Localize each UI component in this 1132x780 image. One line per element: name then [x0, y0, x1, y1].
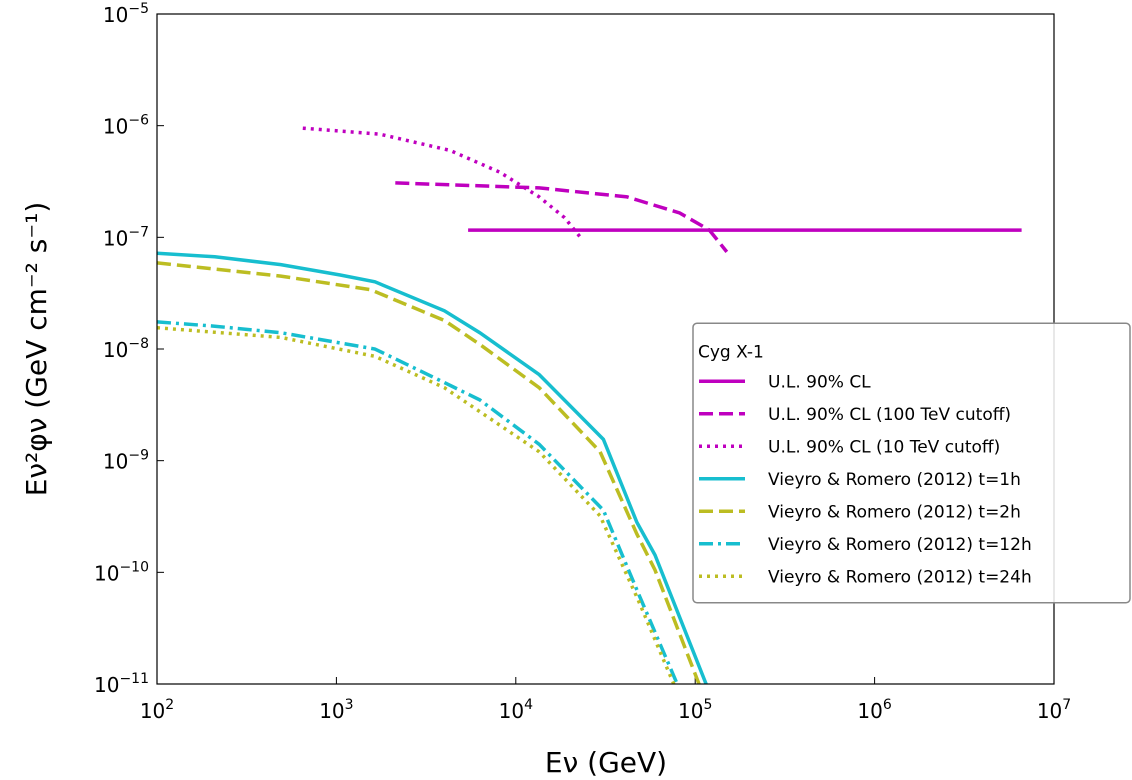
- tick-exponent: −8: [128, 336, 149, 352]
- x-tick-label: 105: [678, 697, 712, 723]
- tick-exponent: 6: [883, 697, 892, 713]
- y-tick-label: 10−11: [94, 671, 149, 697]
- y-tick-label: 10−9: [103, 448, 149, 474]
- tick-base: 10: [103, 3, 128, 27]
- tick-base: 10: [103, 450, 128, 474]
- tick-base: 10: [103, 338, 128, 362]
- tick-base: 10: [94, 561, 119, 585]
- tick-exponent: −9: [128, 448, 149, 464]
- tick-exponent: 2: [165, 697, 174, 713]
- legend-label: U.L. 90% CL (100 TeV cutoff): [768, 405, 1011, 425]
- tick-base: 10: [1037, 699, 1062, 723]
- tick-base: 10: [140, 699, 165, 723]
- legend-label: Vieyro & Romero (2012) t=12h: [768, 535, 1032, 555]
- tick-exponent: −10: [119, 559, 149, 575]
- y-axis-label: Eν²φν (GeV cm⁻² s⁻¹): [20, 202, 53, 497]
- tick-exponent: 4: [524, 697, 533, 713]
- tick-base: 10: [499, 699, 524, 723]
- tick-exponent: −5: [128, 1, 149, 17]
- x-tick-label: 103: [319, 697, 353, 723]
- series-line: [302, 126, 584, 241]
- tick-base: 10: [857, 699, 882, 723]
- tick-exponent: −11: [119, 671, 149, 687]
- x-tick-label: 106: [857, 697, 891, 723]
- y-tick-label: 10−8: [103, 336, 149, 362]
- tick-exponent: −7: [128, 224, 149, 240]
- legend-label: U.L. 90% CL (10 TeV cutoff): [768, 437, 1000, 457]
- legend-label: Vieyro & Romero (2012) t=2h: [768, 502, 1021, 522]
- series-line: [157, 261, 701, 684]
- series-line: [395, 181, 729, 253]
- x-tick-label: 107: [1037, 697, 1071, 723]
- tick-base: 10: [94, 673, 119, 697]
- tick-base: 10: [319, 699, 344, 723]
- tick-base: 10: [103, 115, 128, 139]
- x-tick-label: 104: [499, 697, 533, 723]
- y-tick-label: 10−7: [103, 224, 149, 250]
- tick-exponent: 3: [345, 697, 354, 713]
- series-line: [157, 251, 708, 684]
- series-line: [157, 320, 679, 684]
- legend-title: Cyg X-1: [698, 342, 764, 362]
- legend-label: Vieyro & Romero (2012) t=1h: [768, 470, 1021, 490]
- tick-exponent: 7: [1062, 697, 1071, 713]
- y-tick-label: 10−10: [94, 559, 149, 585]
- legend-box: [692, 322, 1131, 604]
- legend-label: U.L. 90% CL: [768, 372, 871, 392]
- tick-exponent: −6: [128, 113, 149, 129]
- tick-exponent: 5: [703, 697, 712, 713]
- series-line: [157, 325, 676, 684]
- tick-base: 10: [103, 226, 128, 250]
- legend-label: Vieyro & Romero (2012) t=24h: [768, 567, 1032, 587]
- x-tick-label: 102: [140, 697, 174, 723]
- y-tick-label: 10−6: [103, 113, 149, 139]
- y-tick-label: 10−5: [103, 1, 149, 27]
- tick-base: 10: [678, 699, 703, 723]
- x-axis-label: Eν (GeV): [545, 746, 667, 779]
